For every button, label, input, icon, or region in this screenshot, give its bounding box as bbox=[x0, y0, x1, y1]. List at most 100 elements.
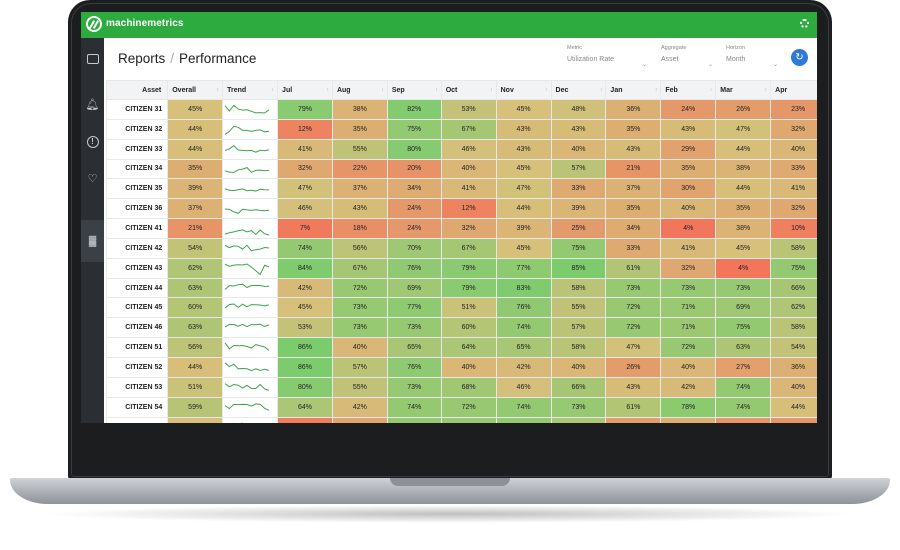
column-header[interactable]: Apr↕ bbox=[770, 80, 817, 100]
table-row[interactable]: CITIZEN 45 60% 45% 73% 77% 51% 76% 55% 72% 71% 69%… bbox=[106, 297, 817, 319]
sort-icon[interactable]: ↕ bbox=[216, 87, 220, 93]
month-value-cell: 79% bbox=[440, 257, 497, 279]
column-header[interactable]: Dec ↕ bbox=[550, 80, 607, 100]
month-value-cell: 77% bbox=[386, 297, 442, 319]
table-row[interactable]: CITIZEN 42 54% 74% 56% 70% 67% 45% 75% 33% 41% 45%… bbox=[106, 237, 817, 259]
column-header[interactable]: Jul ↕ bbox=[277, 80, 333, 100]
asset-cell[interactable]: CITIZEN 36 bbox=[106, 198, 169, 220]
breadcrumb-reports[interactable]: Reports bbox=[118, 51, 166, 66]
brand-name: machinemetrics bbox=[106, 18, 184, 29]
column-header[interactable]: Trend ↕ bbox=[222, 80, 279, 100]
column-header[interactable]: Mar ↕ bbox=[715, 80, 772, 100]
trend-sparkline bbox=[222, 396, 279, 418]
table-row[interactable]: CITIZEN 31 45% 79% 38% 82% 53% 45% 48% 36% 24% 26%… bbox=[106, 99, 817, 120]
sort-icon[interactable]: ↕ bbox=[654, 87, 658, 93]
month-value-cell: 45% bbox=[495, 237, 552, 259]
column-header[interactable]: Nov ↕ bbox=[495, 80, 552, 100]
column-header[interactable]: Sep ↕ bbox=[386, 80, 442, 100]
sort-icon[interactable]: ↕ bbox=[599, 87, 603, 93]
table-row[interactable]: CITIZEN 34 35% 32% 22% 20% 40% 45% 57% 21% 35% 38%… bbox=[106, 158, 817, 180]
horizon-select[interactable]: Month bbox=[726, 56, 746, 63]
column-header[interactable]: Aug ↕ bbox=[331, 80, 388, 100]
month-value-cell: 69% bbox=[715, 297, 772, 319]
table-row[interactable]: CITIZEN 53 51% 80% 55% 73% 68% 46% 66% 43% 42% 74%… bbox=[106, 376, 817, 398]
asset-cell[interactable]: CITIZEN 55 bbox=[106, 416, 169, 423]
heart-pulse-icon[interactable]: ♡ bbox=[87, 173, 98, 185]
month-value-cell: 58% bbox=[550, 277, 607, 299]
breadcrumb-separator: / bbox=[170, 51, 175, 66]
metric-select[interactable]: Utilization Rate bbox=[567, 56, 615, 63]
month-value-cell: 84% bbox=[277, 257, 333, 279]
asset-cell[interactable]: CITIZEN 35 bbox=[106, 178, 169, 200]
month-value-cell: 86% bbox=[277, 356, 333, 378]
table-row[interactable]: CITIZEN 41 21% 7% 18% 24% 32% 39% 25% 34% 4% 38% 10… bbox=[106, 218, 817, 239]
gear-icon[interactable] bbox=[800, 19, 809, 28]
sort-icon[interactable]: ↕ bbox=[326, 87, 329, 93]
horizon-filter[interactable]: Horizon Month ⌄ bbox=[726, 45, 778, 68]
bar-chart-icon[interactable]: ▓ bbox=[81, 220, 104, 262]
trend-sparkline bbox=[222, 178, 279, 200]
asset-cell[interactable]: CITIZEN 32 bbox=[106, 118, 169, 140]
app-screen: machinemetrics 🔔︎ ! ♡ ▓ Reports / Performa… bbox=[81, 12, 817, 423]
asset-cell[interactable]: CITIZEN 53 bbox=[106, 376, 169, 398]
sort-icon[interactable]: ↕ bbox=[271, 87, 275, 93]
trend-sparkline bbox=[222, 317, 279, 339]
overall-cell: 62% bbox=[167, 257, 224, 279]
asset-cell[interactable]: CITIZEN 43 bbox=[106, 257, 169, 279]
month-value-cell: 68% bbox=[440, 376, 497, 398]
table-row[interactable]: CITIZEN 54 59% 64% 42% 74% 72% 74% 73% 61% 78% 74%… bbox=[106, 396, 817, 418]
asset-cell[interactable]: CITIZEN 41 bbox=[106, 218, 169, 239]
asset-cell[interactable]: CITIZEN 31 bbox=[106, 99, 169, 120]
asset-cell[interactable]: CITIZEN 33 bbox=[106, 138, 169, 160]
month-value-cell: 72% bbox=[440, 396, 497, 418]
table-body: CITIZEN 31 45% 79% 38% 82% 53% 45% 48% 36% 24% 26%… bbox=[106, 99, 817, 423]
table-row[interactable]: CITIZEN 33 44% 41% 55% 80% 46% 43% 40% 43% 29% 44%… bbox=[106, 138, 817, 160]
table-row[interactable]: CITIZEN 46 63% 53% 73% 73% 60% 74% 57% 72% 71% 75%… bbox=[106, 317, 817, 339]
sort-icon[interactable]: ↕ bbox=[545, 87, 548, 93]
month-value-cell: 74% bbox=[277, 237, 333, 259]
month-value-cell: 74% bbox=[495, 317, 552, 339]
aggregate-filter[interactable]: Aggregate Asset ⌄ bbox=[661, 45, 713, 68]
asset-cell[interactable]: CITIZEN 34 bbox=[106, 158, 169, 180]
table-row[interactable]: CITIZEN 32 44% 12% 35% 75% 67% 43% 43% 35% 43% 47%… bbox=[106, 118, 817, 140]
tablet-icon[interactable] bbox=[85, 52, 100, 67]
month-value-cell: 58% bbox=[770, 317, 817, 339]
month-value-cell: 43% bbox=[605, 376, 662, 398]
asset-cell[interactable]: CITIZEN 51 bbox=[106, 337, 169, 358]
column-header[interactable]: Oct ↕ bbox=[440, 80, 497, 100]
aggregate-select[interactable]: Asset bbox=[661, 56, 679, 63]
column-header[interactable]: Overall ↕ bbox=[167, 80, 224, 100]
sort-icon[interactable]: ↕ bbox=[709, 87, 713, 93]
month-value-cell: 57% bbox=[550, 158, 607, 180]
asset-cell[interactable]: CITIZEN 44 bbox=[106, 277, 169, 299]
table-row[interactable]: CITIZEN 52 44% 86% 57% 76% 40% 42% 40% 26% 40% 27%… bbox=[106, 356, 817, 378]
asset-cell[interactable]: CITIZEN 54 bbox=[106, 396, 169, 418]
asset-cell[interactable]: CITIZEN 45 bbox=[106, 297, 169, 319]
bell-icon[interactable]: 🔔︎ bbox=[85, 99, 100, 111]
table-row[interactable]: CITIZEN 36 37% 46% 43% 24% 12% 44% 39% 35% 40% 35%… bbox=[106, 198, 817, 220]
month-value-cell: 37% bbox=[605, 178, 662, 200]
table-row[interactable]: CITIZEN 51 56% 86% 40% 65% 64% 65% 58% 47% 72% 63%… bbox=[106, 337, 817, 358]
month-value-cell: 42% bbox=[277, 277, 333, 299]
asset-cell[interactable]: CITIZEN 52 bbox=[106, 356, 169, 378]
month-value-cell: 46% bbox=[440, 138, 497, 160]
metric-filter[interactable]: Metric Utilization Rate ⌄ bbox=[567, 45, 647, 68]
sort-icon[interactable]: ↕ bbox=[764, 87, 768, 93]
sort-icon[interactable]: ↕ bbox=[381, 87, 384, 93]
asset-cell[interactable]: CITIZEN 46 bbox=[106, 317, 169, 339]
table-row[interactable]: CITIZEN 5545%9%30%74%72%75%64%26%36%22%2… bbox=[106, 416, 817, 423]
column-header[interactable]: Jan ↕ bbox=[605, 80, 662, 100]
alert-icon[interactable]: ! bbox=[85, 135, 100, 150]
column-header[interactable]: Feb ↕ bbox=[660, 80, 717, 100]
table-row[interactable]: CITIZEN 35 39% 47% 37% 34% 41% 47% 33% 37% 30% 44%… bbox=[106, 178, 817, 200]
month-value-cell: 35% bbox=[605, 198, 662, 220]
table-row[interactable]: CITIZEN 44 63% 42% 72% 69% 79% 83% 58% 73% 73% 73%… bbox=[106, 277, 817, 299]
asset-cell[interactable]: CITIZEN 42 bbox=[106, 237, 169, 259]
month-value-cell: 53% bbox=[440, 99, 497, 120]
column-header[interactable]: Asset bbox=[106, 80, 169, 100]
refresh-icon[interactable]: ↻ bbox=[791, 49, 808, 66]
table-row[interactable]: CITIZEN 43 62% 84% 67% 76% 79% 77% 85% 61% 32% 4% 7… bbox=[106, 257, 817, 279]
sparkline-line bbox=[224, 229, 270, 236]
sort-icon[interactable]: ↕ bbox=[490, 87, 493, 93]
sort-icon[interactable]: ↕ bbox=[435, 87, 438, 93]
